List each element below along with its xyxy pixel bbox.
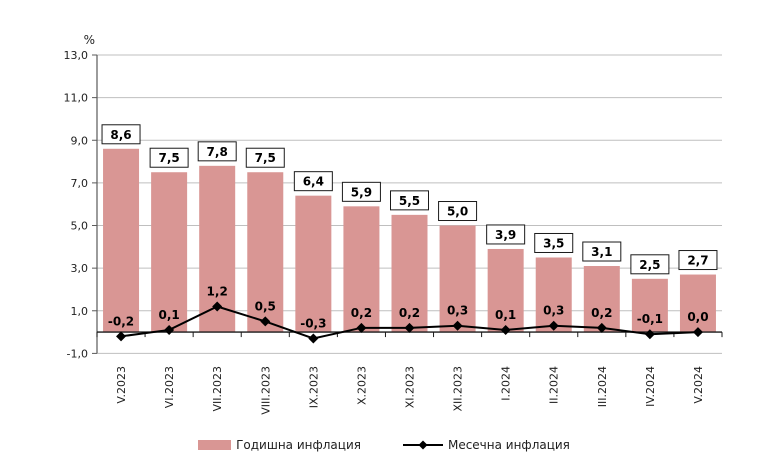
monthly-inflation-marker [116,331,127,342]
x-tick-label: XII.2023 [452,366,465,412]
bar-value-label-box [678,250,718,271]
line-value-label: 0,1 [158,308,179,322]
x-tick-label: VII.2023 [211,366,224,412]
x-tick-label: IV.2024 [644,366,657,407]
x-tick-label: X.2023 [355,366,368,405]
line-value-label: 0,2 [351,306,372,320]
y-tick-label: 11,0 [64,92,89,105]
line-value-label: 0,3 [543,304,564,318]
x-tick-label: VIII.2023 [259,366,272,415]
monthly-inflation-marker [452,320,463,331]
annual-inflation-bar [583,266,620,333]
annual-inflation-bar [343,206,380,333]
bar-value-label-box [245,147,285,168]
annual-inflation-bar [487,248,524,333]
legend-label-monthly: Месечна инфлация [447,438,570,452]
bar-value-label: 5,5 [399,194,420,208]
monthly-inflation-marker [692,327,703,338]
x-tick-label: II.2024 [548,366,561,404]
monthly-inflation-marker [356,322,367,333]
chart-legend: Годишна инфлация Месечна инфлация [0,438,768,452]
bar-value-label: 3,1 [591,245,612,259]
monthly-inflation-marker [260,316,271,327]
line-value-label: -0,1 [637,312,663,326]
bar-value-label: 5,0 [447,205,468,219]
annual-inflation-bar [679,274,716,333]
bar-value-label-box [534,232,574,253]
monthly-inflation-marker [596,322,607,333]
monthly-inflation-marker [548,320,559,331]
y-axis-unit-label: % [84,33,95,47]
bar-value-label-box [390,190,429,211]
bar-value-label-box [630,254,670,275]
bar-value-label: 2,7 [687,254,708,268]
bar-value-label: 7,5 [158,151,179,165]
bar-value-label-box [293,171,333,192]
monthly-inflation-marker [164,324,175,335]
annual-inflation-swatch [198,440,232,450]
bar-value-label-box [582,241,622,262]
annual-inflation-bar [295,195,332,333]
annual-inflation-bar [103,148,140,333]
x-tick-label: XI.2023 [404,366,417,408]
bar-value-label-box [341,181,381,202]
annual-inflation-bar [247,172,284,333]
legend-label-annual: Годишна инфлация [236,438,361,452]
x-tick-label: V.2024 [692,366,705,404]
bar-value-label-box [197,141,237,162]
monthly-inflation-marker [644,329,655,340]
x-tick-label: VI.2023 [163,366,176,408]
bar-value-label: 7,5 [255,151,276,165]
x-tick-label: IX.2023 [307,366,320,408]
bar-value-label-box [149,147,189,168]
monthly-inflation-marker [500,324,511,335]
x-tick-label: I.2024 [500,366,513,401]
legend-item-annual: Годишна инфлация [198,438,361,452]
annual-inflation-bar [535,257,572,333]
x-tick-label: V.2023 [115,366,128,404]
bar-value-label: 3,9 [495,228,516,242]
bar-value-label: 6,4 [303,175,324,189]
annual-inflation-bar [631,278,668,333]
y-tick-label: 3,0 [71,262,89,275]
bar-value-label-box [486,224,526,245]
monthly-inflation-line-icon [402,440,443,450]
annual-inflation-bar [151,172,188,333]
legend-item-monthly: Месечна инфлация [402,438,570,452]
annual-inflation-bar [391,214,428,333]
line-value-label: 1,2 [207,285,228,299]
line-value-label: 0,2 [591,306,612,320]
bar-value-label: 7,8 [207,145,228,159]
line-value-label: 0,5 [255,299,276,313]
y-tick-label: 7,0 [71,177,89,190]
x-tick-label: III.2024 [596,366,609,407]
line-value-label: -0,2 [108,314,134,328]
bar-value-label: 2,5 [639,258,660,272]
bar-value-label: 5,9 [351,185,372,199]
y-tick-label: 5,0 [71,220,89,233]
bar-value-label-box [101,124,141,145]
monthly-inflation-marker [308,333,319,344]
y-tick-label: -1,0 [67,347,88,360]
annual-inflation-bar [439,225,476,333]
line-value-label: 0,0 [687,310,708,324]
monthly-inflation-marker [404,322,415,333]
y-tick-label: 9,0 [71,134,89,147]
bar-value-label-box [438,201,478,222]
bar-value-label: 3,5 [543,236,564,250]
y-tick-label: 1,0 [71,305,89,318]
line-value-label: 0,2 [399,306,420,320]
line-value-label: 0,1 [495,308,516,322]
line-value-label: 0,3 [447,304,468,318]
monthly-inflation-marker [212,301,223,312]
bar-value-label: 8,6 [110,128,131,142]
line-value-label: -0,3 [300,316,326,330]
y-tick-label: 13,0 [64,49,89,62]
